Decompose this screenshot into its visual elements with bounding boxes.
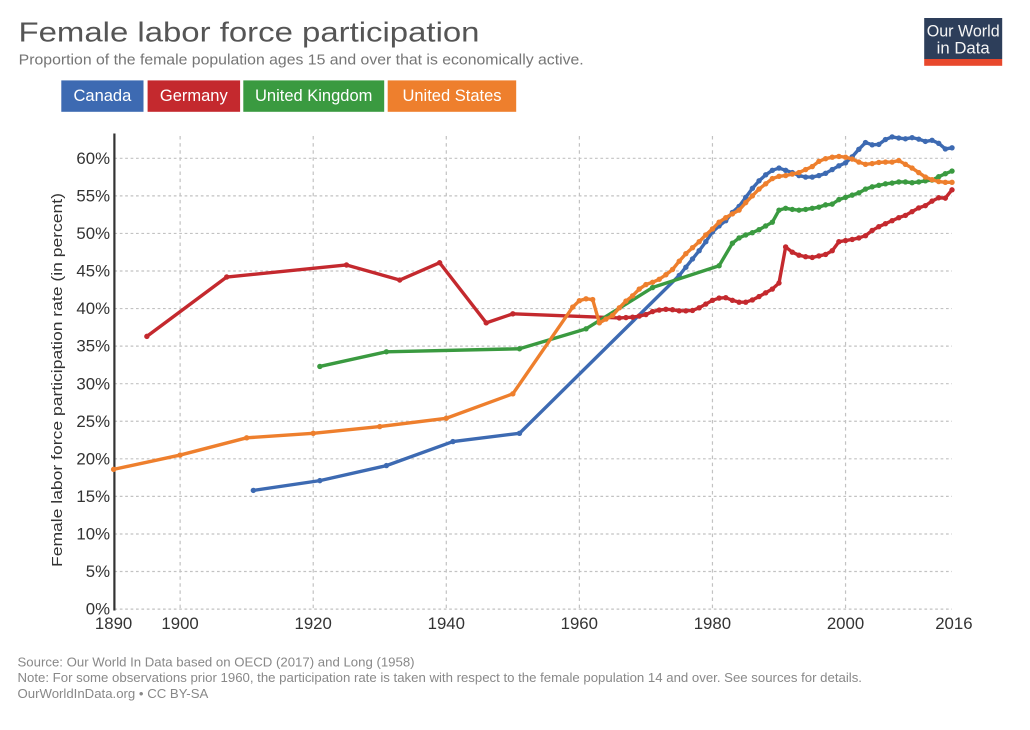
svg-text:1900: 1900: [161, 614, 198, 633]
svg-text:45%: 45%: [76, 262, 110, 281]
svg-text:Source: Our World In Data base: Source: Our World In Data based on OECD …: [18, 655, 415, 670]
svg-text:United States: United States: [402, 87, 501, 105]
svg-text:25%: 25%: [76, 412, 110, 431]
svg-text:Our World: Our World: [927, 22, 1000, 40]
svg-text:United Kingdom: United Kingdom: [255, 87, 372, 105]
svg-text:0%: 0%: [86, 600, 110, 619]
svg-text:20%: 20%: [76, 449, 110, 468]
svg-text:50%: 50%: [76, 224, 110, 243]
svg-text:2016: 2016: [935, 614, 972, 633]
svg-text:1920: 1920: [295, 614, 332, 633]
svg-text:Canada: Canada: [73, 87, 132, 105]
svg-text:40%: 40%: [76, 299, 110, 318]
svg-text:Germany: Germany: [160, 87, 229, 105]
svg-text:1940: 1940: [428, 614, 465, 633]
svg-text:in Data: in Data: [937, 39, 991, 57]
svg-text:Female labor force participati: Female labor force participation rate (i…: [49, 193, 66, 567]
svg-text:1960: 1960: [561, 614, 598, 633]
svg-text:5%: 5%: [86, 562, 110, 581]
svg-text:1980: 1980: [694, 614, 731, 633]
svg-text:OurWorldInData.org • CC BY-SA: OurWorldInData.org • CC BY-SA: [18, 686, 209, 701]
svg-text:15%: 15%: [76, 487, 110, 506]
svg-text:30%: 30%: [76, 374, 110, 393]
svg-text:10%: 10%: [76, 525, 110, 544]
svg-text:Female labor force participati: Female labor force participation: [19, 17, 480, 48]
svg-text:Note: For some observations pr: Note: For some observations prior 1960, …: [18, 670, 862, 685]
svg-text:Proportion of the female popul: Proportion of the female population ages…: [19, 53, 584, 69]
svg-text:60%: 60%: [76, 149, 110, 168]
svg-text:55%: 55%: [76, 186, 110, 205]
svg-text:1890: 1890: [95, 614, 132, 633]
svg-text:2000: 2000: [827, 614, 864, 633]
svg-text:35%: 35%: [76, 337, 110, 356]
